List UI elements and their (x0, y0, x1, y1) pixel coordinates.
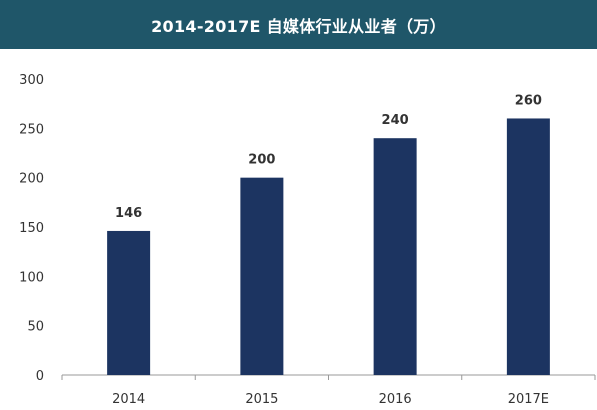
x-tick-label-2015: 2015 (245, 392, 278, 407)
y-tick-label: 200 (19, 172, 44, 187)
y-tick-label: 100 (19, 270, 44, 285)
bar-2015 (240, 177, 284, 375)
chart-title: 2014-2017E 自媒体行业从业者（万） (0, 0, 597, 49)
y-tick-label: 250 (19, 122, 44, 137)
bar-2016 (373, 138, 417, 375)
y-tick-label: 50 (27, 320, 44, 335)
y-tick-label: 0 (36, 369, 44, 384)
data-label-2015: 200 (248, 153, 275, 168)
x-tick-label-2016: 2016 (379, 392, 412, 407)
data-label-2016: 240 (382, 113, 409, 128)
y-tick-label: 300 (19, 73, 44, 88)
bars (107, 118, 550, 375)
bar-2014 (107, 230, 151, 375)
y-tick-label: 150 (19, 221, 44, 236)
data-labels: 146 200 240 260 (115, 93, 542, 220)
y-axis-ticks: 0 50 100 150 200 250 300 (19, 73, 44, 384)
data-label-2014: 146 (115, 206, 142, 221)
x-tick-label-2014: 2014 (112, 392, 145, 407)
data-label-2017E: 260 (515, 93, 542, 108)
x-tick-label-2017E: 2017E (508, 392, 549, 407)
bar-2017E (506, 118, 550, 375)
x-axis-tickmarks (61, 375, 596, 380)
x-axis-labels: 2014 2015 2016 2017E (112, 392, 549, 407)
